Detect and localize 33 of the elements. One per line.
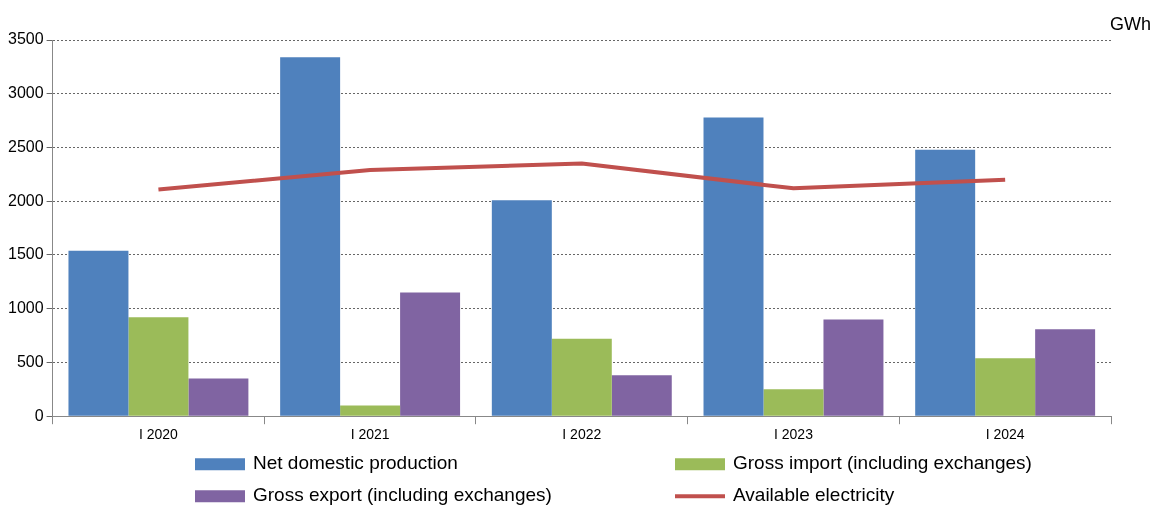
y-tick-label: 1500 [8, 245, 44, 263]
bar [915, 149, 976, 416]
x-tick-label: I 2022 [562, 426, 602, 443]
bar [188, 378, 249, 416]
bar [763, 389, 824, 416]
x-tick-label: I 2020 [138, 426, 179, 443]
y-tick-label: 0 [34, 406, 44, 424]
bar [68, 250, 129, 416]
bar [551, 338, 612, 416]
bar [1035, 329, 1096, 416]
y-tick-label: 1000 [8, 299, 44, 317]
bar [975, 358, 1036, 416]
x-tick-label: I 2023 [774, 426, 814, 443]
y-tick-label: 2000 [8, 191, 44, 209]
bar [823, 319, 884, 416]
y-tick-label: 2500 [8, 137, 44, 155]
y-tick-label: 3500 [8, 30, 44, 48]
x-tick-label: I 2021 [350, 426, 390, 443]
x-tick-label: I 2024 [985, 426, 1025, 443]
bar [491, 200, 552, 416]
legend-label: Net domestic production [253, 452, 458, 474]
bar [611, 375, 672, 416]
bar [400, 292, 461, 416]
bar [340, 405, 401, 416]
legend-label: Gross import (including exchanges) [733, 452, 1032, 474]
bar [280, 57, 341, 416]
legend-label: Available electricity [733, 484, 895, 506]
y-tick-label: 500 [16, 352, 44, 370]
bar [128, 317, 189, 416]
y-axis-title: GWh [1109, 13, 1151, 34]
bar [703, 117, 764, 416]
y-tick-label: 3000 [8, 84, 44, 102]
legend-label: Gross export (including exchanges) [253, 484, 552, 506]
